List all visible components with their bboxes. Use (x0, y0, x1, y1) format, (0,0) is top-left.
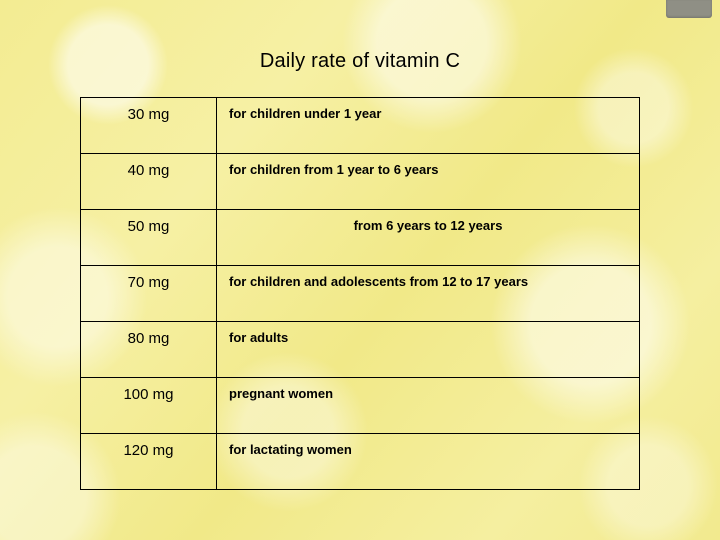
dose-cell: 70 mg (81, 266, 217, 322)
slide-content: Daily rate of vitamin C 30 mg for childr… (0, 0, 720, 490)
desc-cell: for children under 1 year (217, 98, 640, 154)
table-row: 100 mg pregnant women (81, 378, 640, 434)
desc-cell: for lactating women (217, 434, 640, 490)
dose-cell: 120 mg (81, 434, 217, 490)
desc-cell: for adults (217, 322, 640, 378)
desc-cell: from 6 years to 12 years (217, 210, 640, 266)
dose-cell: 40 mg (81, 154, 217, 210)
desc-cell: for children and adolescents from 12 to … (217, 266, 640, 322)
dose-cell: 30 mg (81, 98, 217, 154)
table-row: 80 mg for adults (81, 322, 640, 378)
desc-cell: for children from 1 year to 6 years (217, 154, 640, 210)
table-row: 30 mg for children under 1 year (81, 98, 640, 154)
desc-cell: pregnant women (217, 378, 640, 434)
dose-cell: 100 mg (81, 378, 217, 434)
dose-cell: 80 mg (81, 322, 217, 378)
table-row: 70 mg for children and adolescents from … (81, 266, 640, 322)
table-row: 50 mg from 6 years to 12 years (81, 210, 640, 266)
vitamin-c-table: 30 mg for children under 1 year 40 mg fo… (80, 97, 640, 490)
table-row: 40 mg for children from 1 year to 6 year… (81, 154, 640, 210)
table-row: 120 mg for lactating women (81, 434, 640, 490)
page-title: Daily rate of vitamin C (0, 50, 720, 73)
dose-cell: 50 mg (81, 210, 217, 266)
